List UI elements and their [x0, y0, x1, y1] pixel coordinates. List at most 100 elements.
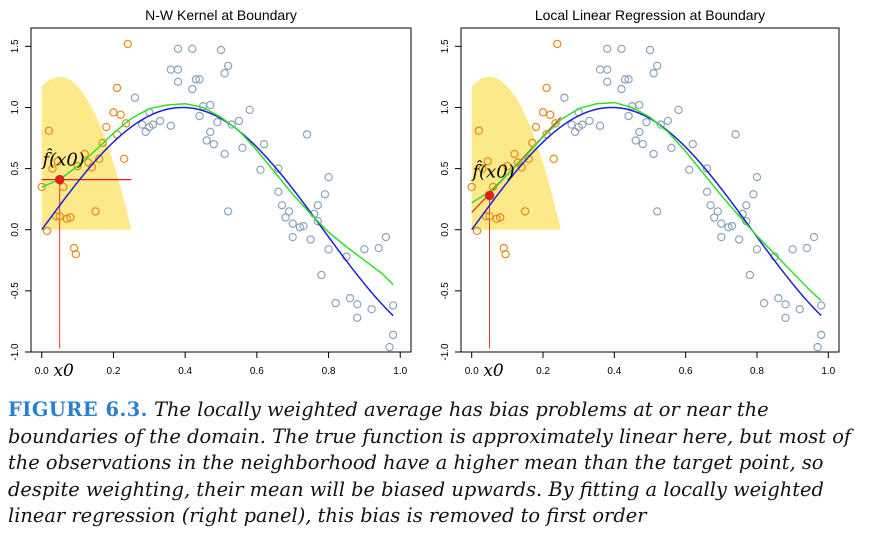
data-point [367, 305, 376, 314]
data-point-in-window [123, 39, 132, 49]
data-point-in-window [520, 207, 530, 216]
data-point [259, 139, 269, 149]
data-point [313, 216, 322, 226]
data-point [223, 61, 233, 71]
plot-frame [30, 27, 412, 353]
data-point [745, 270, 755, 280]
data-point-in-window [120, 154, 129, 164]
data-point [137, 120, 147, 129]
y-tick-label: 0.5 [440, 161, 451, 175]
data-point [216, 45, 226, 55]
data-point [130, 93, 140, 102]
data-point [195, 75, 204, 84]
data-point [202, 136, 211, 145]
data-point [585, 116, 594, 126]
data-point [220, 149, 229, 159]
data-point-in-window [55, 212, 64, 221]
data-point [652, 61, 662, 71]
data-point [148, 120, 158, 129]
data-point [802, 243, 812, 253]
data-point [620, 75, 630, 84]
data-point [603, 77, 612, 86]
data-point [645, 45, 655, 55]
data-point [752, 245, 762, 254]
data-point [324, 172, 333, 182]
data-point-in-window [37, 182, 46, 192]
x-tick-label: 0.0 [35, 366, 49, 377]
y-tick-label: 0.0 [10, 222, 21, 236]
data-point-in-window [551, 119, 560, 128]
data-point-in-window [485, 212, 494, 221]
x-tick-label: 0.4 [607, 366, 621, 377]
y-tick-label: 1.5 [440, 39, 451, 53]
data-point [631, 136, 640, 145]
data-point [141, 127, 150, 137]
data-point [642, 117, 651, 127]
data-point [206, 100, 215, 110]
data-point-in-window [42, 226, 52, 236]
data-point [173, 77, 183, 86]
data-point [649, 69, 658, 78]
data-point-in-window [472, 226, 482, 236]
data-point-in-window [59, 182, 68, 192]
data-point-in-window [524, 154, 533, 164]
x0-label: x0 [53, 361, 74, 381]
data-point [749, 190, 758, 199]
data-point [374, 243, 383, 253]
data-point [816, 330, 826, 340]
data-point [353, 300, 362, 309]
data-point [595, 121, 605, 131]
right-panel-local-linear: Local Linear Regression at Boundary 0.0 0.… [440, 7, 840, 381]
data-point-in-window [44, 126, 54, 135]
data-point-in-window [91, 207, 100, 216]
data-point [752, 172, 762, 182]
data-point [649, 149, 658, 159]
data-point [295, 223, 305, 232]
data-point-in-window [80, 149, 89, 159]
data-point [173, 65, 183, 74]
data-point [223, 207, 233, 216]
data-point [667, 143, 676, 153]
x-tick-label: 1.0 [821, 366, 835, 377]
data-point-in-window [71, 249, 81, 259]
data-point [209, 139, 219, 149]
data-point [213, 117, 222, 127]
data-point-in-window [66, 213, 75, 222]
data-point [560, 93, 569, 102]
data-point [320, 190, 330, 199]
data-point [299, 221, 308, 231]
data-point [288, 219, 297, 228]
data-point [617, 84, 626, 94]
data-point [274, 164, 283, 173]
estimate-point [484, 190, 495, 201]
data-point [809, 232, 819, 242]
data-point-in-window [94, 154, 104, 164]
x-tick-label: 0.2 [536, 366, 550, 377]
data-point-in-window [53, 157, 63, 166]
data-point-in-window [499, 243, 508, 253]
data-point-in-window [69, 243, 79, 253]
data-point [781, 300, 790, 309]
left-panel-nw-kernel: N-W Kernel at Boundary 0.0 0.2 0.4 0.6 0.8 1.0… [10, 7, 412, 381]
data-point [345, 294, 355, 303]
data-point [206, 127, 215, 137]
data-point-in-window [62, 214, 72, 223]
chart-title: N-W Kernel at Boundary [145, 7, 297, 23]
data-point [595, 65, 605, 74]
x-tick-label: 0.8 [750, 366, 764, 377]
fhat-label: f̂(x0) [41, 148, 85, 171]
y-tick-label: 1.0 [10, 100, 21, 114]
data-point-in-window [528, 138, 537, 148]
figure-caption: FIGURE 6.3. The locally weighted average… [8, 397, 868, 530]
data-point [281, 213, 290, 222]
data-point [674, 105, 683, 115]
data-point-in-window [531, 122, 541, 132]
data-point [663, 116, 673, 126]
data-point [717, 232, 726, 242]
data-point [188, 84, 197, 94]
data-point [709, 213, 719, 222]
chart-title: Local Linear Regression at Boundary [535, 7, 765, 23]
data-point-in-window [553, 39, 562, 49]
data-point [813, 342, 822, 352]
y-tick-label: -1.0 [440, 343, 451, 361]
